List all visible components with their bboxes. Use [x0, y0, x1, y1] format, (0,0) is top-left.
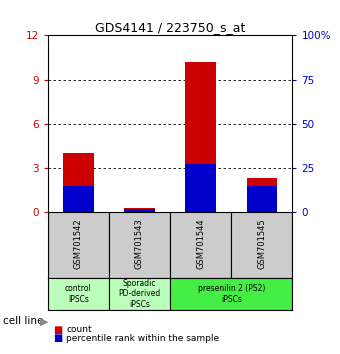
Text: control
IPSCs: control IPSCs — [65, 284, 91, 303]
Title: GDS4141 / 223750_s_at: GDS4141 / 223750_s_at — [95, 21, 245, 34]
Bar — [63, 153, 94, 212]
Text: cell line: cell line — [3, 316, 44, 326]
Bar — [170, 278, 292, 310]
Bar — [124, 209, 155, 212]
Bar — [48, 212, 109, 278]
Text: ▶: ▶ — [40, 316, 49, 326]
Bar — [63, 186, 94, 212]
Text: percentile rank within the sample: percentile rank within the sample — [66, 333, 219, 343]
Bar — [124, 208, 155, 212]
Bar — [170, 212, 231, 278]
Bar — [231, 212, 292, 278]
Bar — [109, 212, 170, 278]
Text: ■: ■ — [53, 325, 62, 335]
Text: GSM701543: GSM701543 — [135, 218, 144, 269]
Bar — [246, 186, 277, 212]
Text: GSM701542: GSM701542 — [74, 218, 83, 269]
Bar — [109, 278, 170, 310]
Bar — [246, 178, 277, 212]
Text: ■: ■ — [53, 333, 62, 343]
Text: Sporadic
PD-derived
iPSCs: Sporadic PD-derived iPSCs — [118, 279, 160, 309]
Text: count: count — [66, 325, 92, 335]
Text: GSM701545: GSM701545 — [257, 218, 266, 269]
Bar — [185, 62, 216, 212]
Text: presenilin 2 (PS2)
iPSCs: presenilin 2 (PS2) iPSCs — [198, 284, 265, 303]
Bar — [48, 278, 109, 310]
Text: GSM701544: GSM701544 — [196, 218, 205, 269]
Bar — [185, 164, 216, 212]
